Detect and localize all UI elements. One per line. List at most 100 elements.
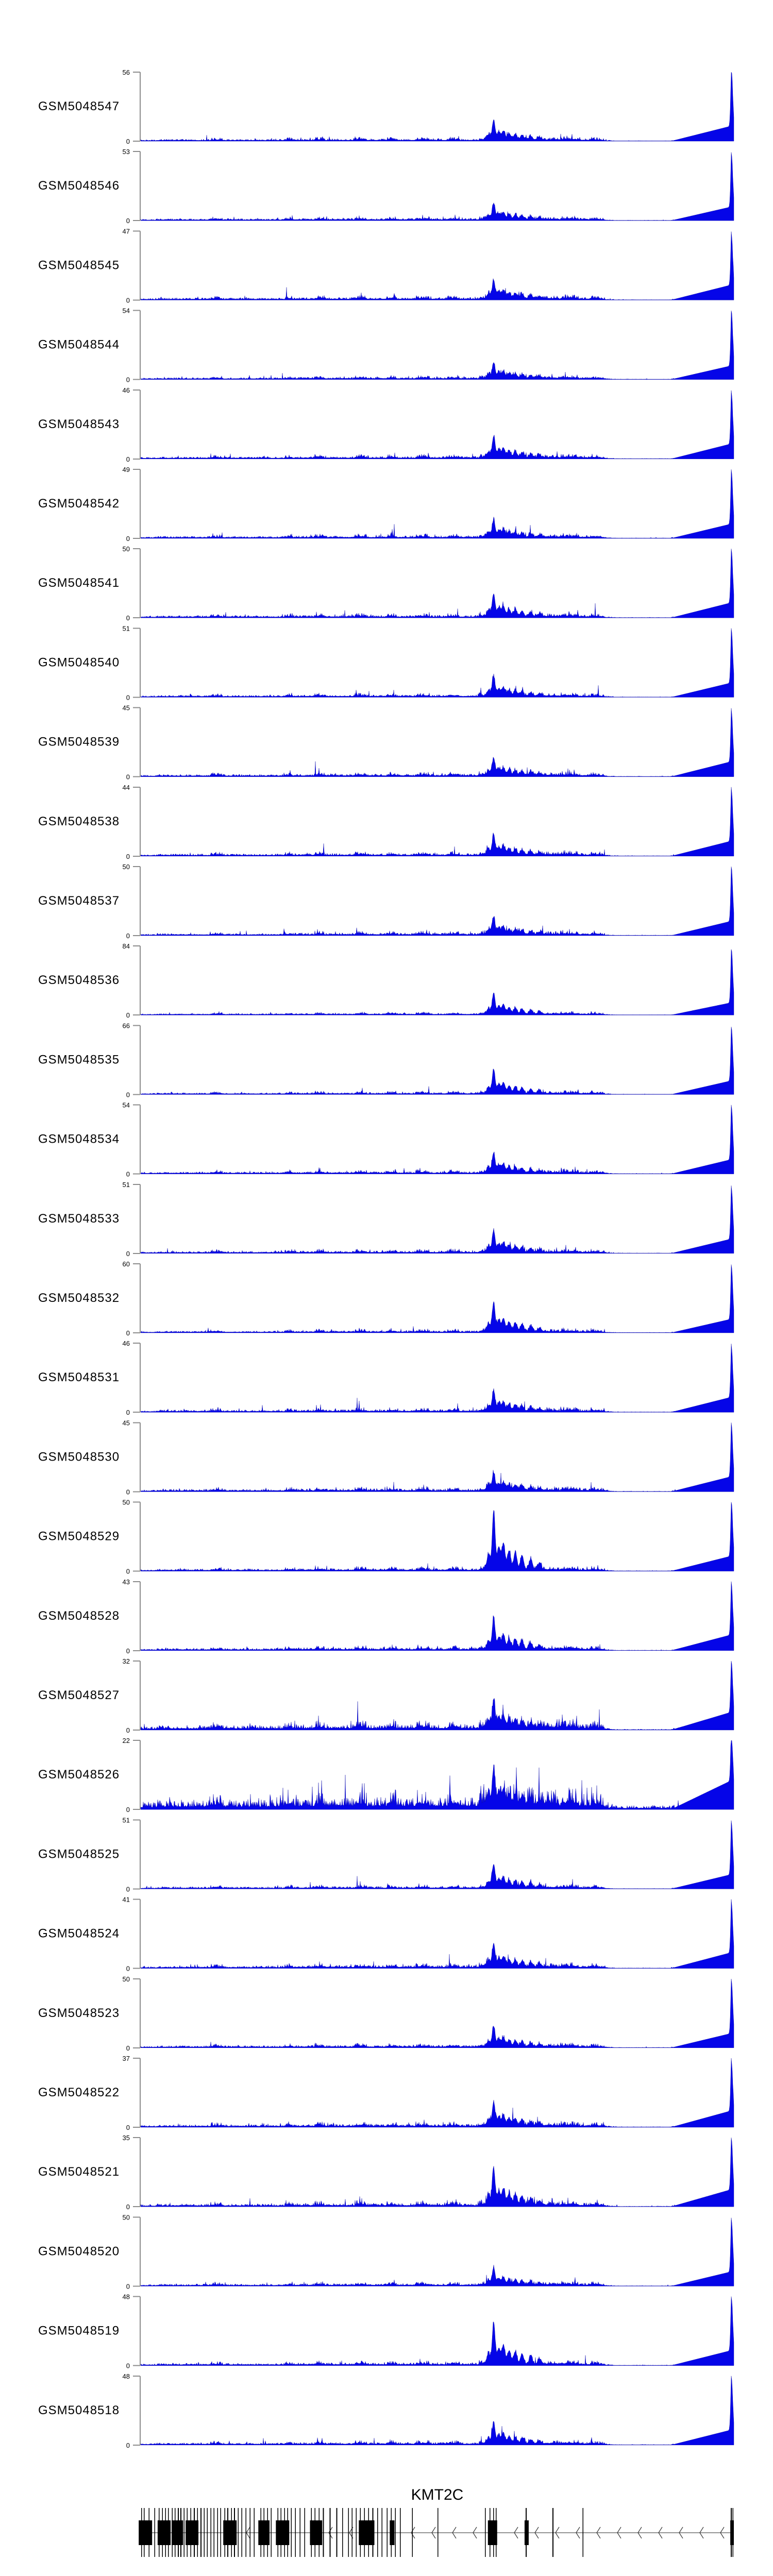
y-max-label-GSM5048520: 50 <box>123 2213 130 2221</box>
y-zero-label-GSM5048544: 0 <box>126 376 130 384</box>
strand-arrow-left <box>720 2527 725 2539</box>
y-max-label-GSM5048518: 48 <box>123 2372 130 2380</box>
y-max-label-GSM5048531: 46 <box>123 1340 130 1347</box>
exon-box <box>524 2520 529 2545</box>
track-label-GSM5048536: GSM5048536 <box>38 973 120 987</box>
strand-arrow-left <box>473 2527 477 2539</box>
y-max-label-GSM5048542: 49 <box>123 466 130 473</box>
exon-box <box>310 2520 323 2545</box>
exon-box <box>390 2520 395 2545</box>
y-max-label-GSM5048532: 60 <box>123 1260 130 1268</box>
strand-arrow-left <box>411 2527 415 2539</box>
y-max-label-GSM5048521: 35 <box>123 2134 130 2142</box>
track-label-GSM5048547: GSM5048547 <box>38 99 120 113</box>
strand-arrow-left <box>658 2527 663 2539</box>
track-label-GSM5048541: GSM5048541 <box>38 576 120 590</box>
coverage-signal-GSM5048521 <box>140 2138 734 2207</box>
track-label-GSM5048539: GSM5048539 <box>38 735 120 749</box>
y-zero-label-GSM5048543: 0 <box>126 455 130 463</box>
y-zero-label-GSM5048534: 0 <box>126 1171 130 1178</box>
y-zero-label-GSM5048524: 0 <box>126 1965 130 1973</box>
y-max-label-GSM5048523: 50 <box>123 1975 130 1983</box>
strand-arrow-left <box>452 2527 457 2539</box>
y-zero-label-GSM5048530: 0 <box>126 1488 130 1496</box>
coverage-signal-GSM5048537 <box>140 867 734 936</box>
track-label-GSM5048532: GSM5048532 <box>38 1291 120 1305</box>
y-max-label-GSM5048537: 50 <box>123 863 130 871</box>
coverage-signal-GSM5048524 <box>140 1899 734 1969</box>
coverage-signal-GSM5048520 <box>140 2217 734 2286</box>
track-label-GSM5048533: GSM5048533 <box>38 1212 120 1226</box>
coverage-signal-GSM5048535 <box>140 1027 734 1095</box>
strand-arrow-left <box>576 2527 580 2539</box>
y-max-label-GSM5048546: 53 <box>123 148 130 156</box>
exon-box <box>258 2520 270 2545</box>
coverage-signal-GSM5048522 <box>140 2058 734 2128</box>
track-label-GSM5048520: GSM5048520 <box>38 2244 120 2258</box>
y-zero-label-GSM5048521: 0 <box>126 2203 130 2211</box>
coverage-signal-GSM5048546 <box>140 152 734 221</box>
coverage-signal-GSM5048542 <box>140 469 734 539</box>
coverage-signal-GSM5048518 <box>140 2376 734 2445</box>
track-label-GSM5048524: GSM5048524 <box>38 1927 120 1941</box>
y-zero-label-GSM5048525: 0 <box>126 1885 130 1893</box>
y-zero-label-GSM5048540: 0 <box>126 693 130 701</box>
y-max-label-GSM5048533: 51 <box>123 1181 130 1189</box>
coverage-signal-GSM5048545 <box>140 231 734 300</box>
coverage-signal-GSM5048534 <box>140 1105 734 1174</box>
y-zero-label-GSM5048546: 0 <box>126 217 130 225</box>
track-label-GSM5048544: GSM5048544 <box>38 338 120 352</box>
coverage-signal-GSM5048532 <box>140 1264 734 1333</box>
track-label-GSM5048540: GSM5048540 <box>38 655 120 669</box>
coverage-signal-GSM5048525 <box>140 1820 734 1889</box>
coverage-signal-GSM5048529 <box>140 1502 734 1571</box>
y-max-label-GSM5048547: 56 <box>123 69 130 76</box>
y-zero-label-GSM5048538: 0 <box>126 853 130 860</box>
coverage-signal-GSM5048527 <box>140 1660 734 1731</box>
y-max-label-GSM5048543: 46 <box>123 386 130 394</box>
track-label-GSM5048527: GSM5048527 <box>38 1688 120 1702</box>
y-zero-label-GSM5048535: 0 <box>126 1091 130 1098</box>
strand-arrow-left <box>679 2527 683 2539</box>
strand-arrow-left <box>596 2527 601 2539</box>
y-zero-label-GSM5048520: 0 <box>126 2282 130 2290</box>
track-label-GSM5048519: GSM5048519 <box>38 2324 120 2338</box>
y-zero-label-GSM5048533: 0 <box>126 1250 130 1258</box>
track-label-GSM5048543: GSM5048543 <box>38 417 120 431</box>
y-zero-label-GSM5048532: 0 <box>126 1329 130 1337</box>
exon-box <box>276 2520 290 2545</box>
strand-arrow-left <box>555 2527 560 2539</box>
y-max-label-GSM5048526: 22 <box>123 1737 130 1744</box>
y-zero-label-GSM5048518: 0 <box>126 2442 130 2449</box>
strand-arrow-left <box>246 2527 250 2539</box>
coverage-signal-GSM5048519 <box>140 2296 734 2366</box>
track-label-GSM5048534: GSM5048534 <box>38 1132 120 1146</box>
y-zero-label-GSM5048519: 0 <box>126 2362 130 2370</box>
exon-box <box>186 2520 199 2545</box>
y-max-label-GSM5048524: 41 <box>123 1896 130 1904</box>
y-zero-label-GSM5048529: 0 <box>126 1568 130 1575</box>
track-label-GSM5048523: GSM5048523 <box>38 2006 120 2020</box>
track-label-GSM5048538: GSM5048538 <box>38 815 120 828</box>
y-max-label-GSM5048534: 54 <box>123 1101 130 1109</box>
coverage-signal-GSM5048541 <box>140 549 734 618</box>
y-max-label-GSM5048530: 45 <box>123 1419 130 1427</box>
coverage-signal-GSM5048533 <box>140 1185 734 1253</box>
y-zero-label-GSM5048539: 0 <box>126 773 130 781</box>
track-label-GSM5048542: GSM5048542 <box>38 497 120 511</box>
exon-box <box>157 2520 171 2545</box>
y-max-label-GSM5048545: 47 <box>123 227 130 235</box>
y-max-label-GSM5048539: 45 <box>123 704 130 712</box>
y-zero-label-GSM5048523: 0 <box>126 2044 130 2052</box>
strand-arrow-left <box>617 2527 621 2539</box>
exon-box <box>223 2520 237 2545</box>
track-label-GSM5048531: GSM5048531 <box>38 1370 120 1384</box>
y-max-label-GSM5048541: 50 <box>123 545 130 553</box>
track-label-GSM5048525: GSM5048525 <box>38 1847 120 1861</box>
track-label-GSM5048518: GSM5048518 <box>38 2403 120 2417</box>
y-max-label-GSM5048538: 44 <box>123 784 130 791</box>
y-max-label-GSM5048527: 32 <box>123 1657 130 1665</box>
y-max-label-GSM5048528: 43 <box>123 1578 130 1586</box>
track-label-GSM5048522: GSM5048522 <box>38 2086 120 2099</box>
